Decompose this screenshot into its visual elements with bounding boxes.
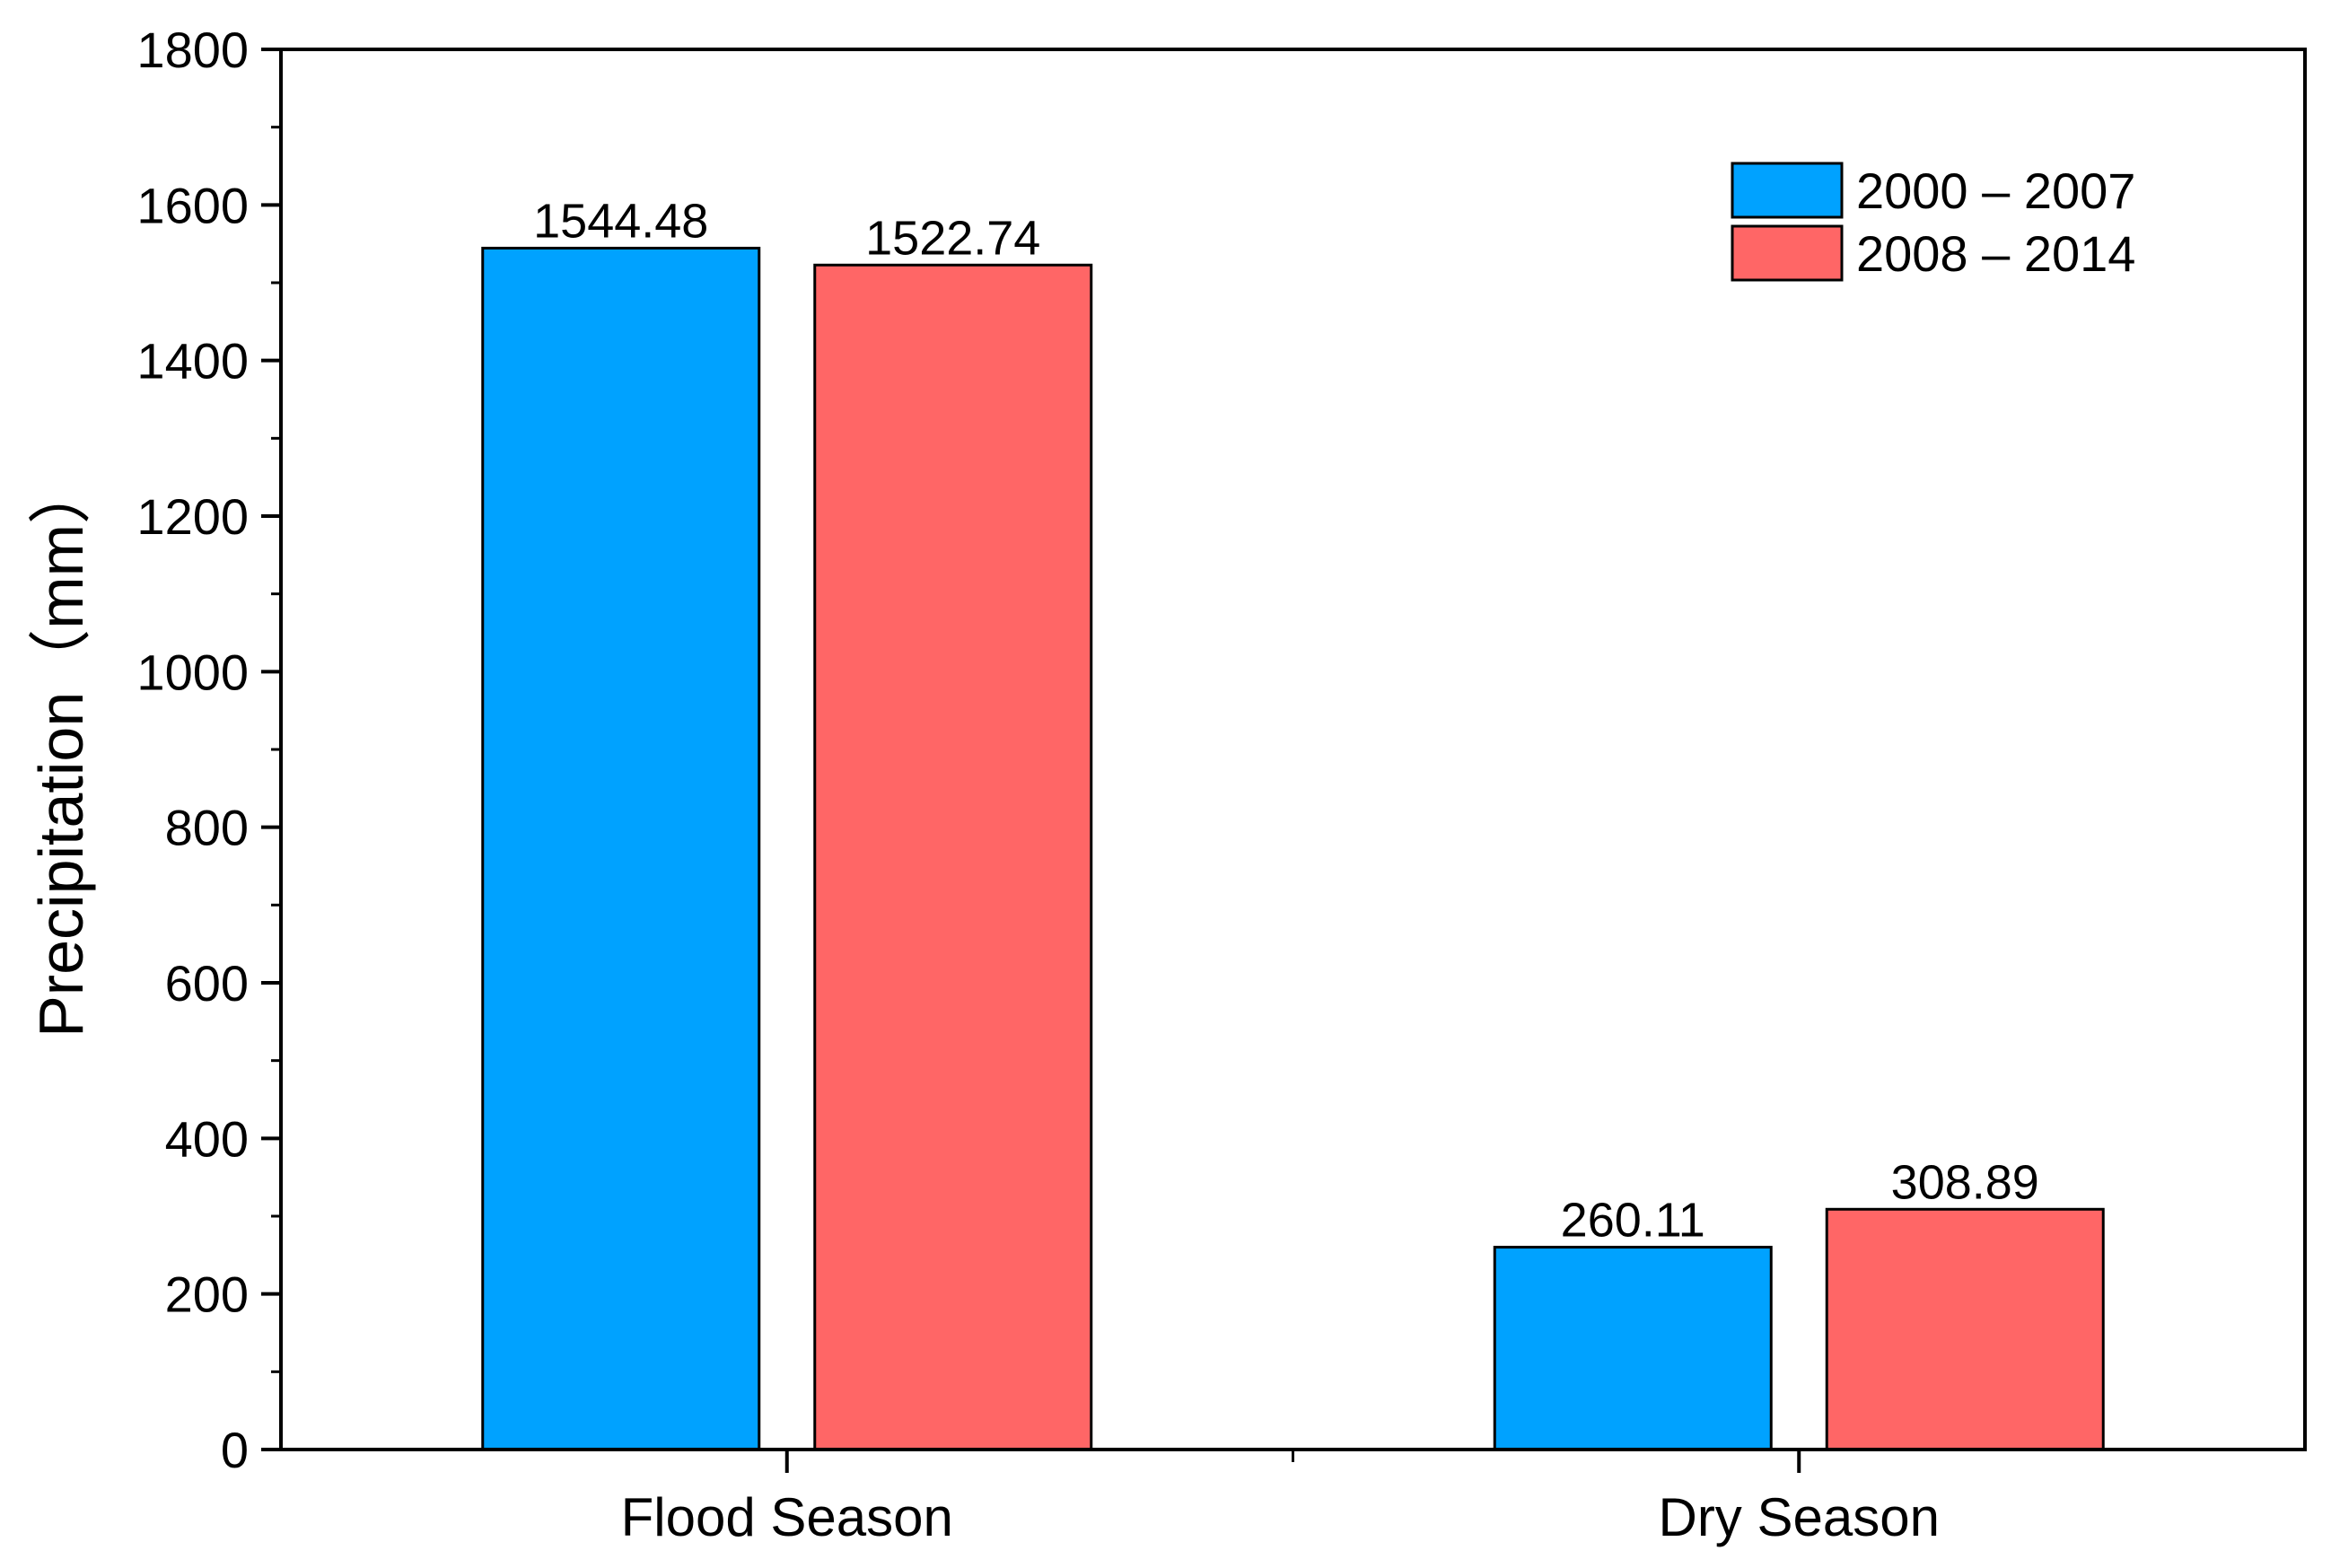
bar-dry-season-2008-2014 [1825,1207,2105,1451]
legend-label-2008-2014: 2008 – 2014 [1856,225,2135,282]
bar-flood-season-2008-2014 [813,263,1093,1451]
y-axis-title: Precipitation（mm） [26,461,96,1038]
x-category-label-flood-season: Flood Season [621,1487,953,1547]
data-label-dry-season-2000-2007: 260.11 [1561,1194,1705,1248]
y-tick-label-1000: 1000 [136,644,249,700]
y-tick-label-1200: 1200 [136,488,249,545]
bar-dry-season-2000-2007 [1493,1246,1773,1451]
y-tick-label-1400: 1400 [136,333,249,390]
y-tick-label-0: 0 [221,1422,249,1478]
y-tick-label-200: 200 [165,1266,249,1323]
legend-swatch-2008-2014 [1731,224,1844,282]
bars-layer [481,246,2105,1451]
bar-flood-season-2000-2007 [481,246,761,1451]
y-tick-label-800: 800 [165,800,249,856]
labels-layer: Flood Season 1544.48 1522.74 Dry Season 260.… [533,194,2039,1547]
y-tick-label-1800: 1800 [136,22,249,78]
y-tick-label-400: 400 [165,1110,249,1167]
data-label-flood-season-2000-2007: 1544.48 [533,194,708,248]
y-tick-label-1600: 1600 [136,177,249,233]
legend-swatch-2000-2007 [1731,162,1844,219]
y-tick-label-600: 600 [165,955,249,1012]
axis-layer: 0 200 400 600 800 1000 1200 1400 1600 1800 [136,22,1801,1478]
legend: 2000 – 2007 2008 – 2014 [1731,162,2135,282]
x-category-label-dry-season: Dry Season [1659,1487,1940,1547]
data-label-dry-season-2008-2014: 308.89 [1891,1155,2039,1209]
legend-label-2000-2007: 2000 – 2007 [1856,162,2135,219]
data-label-flood-season-2008-2014: 1522.74 [865,211,1040,265]
